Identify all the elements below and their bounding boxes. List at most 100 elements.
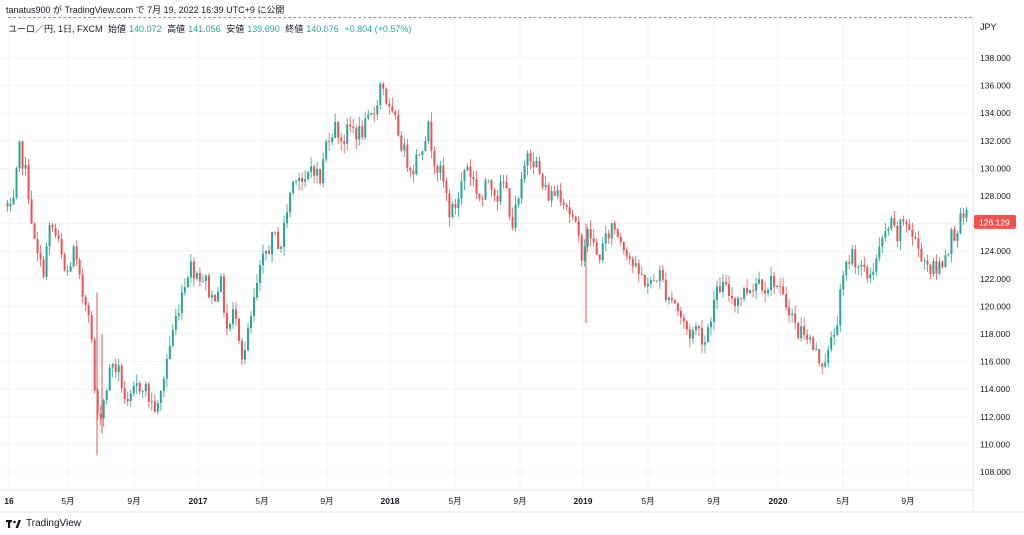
candle-body bbox=[887, 228, 890, 231]
y-tick-label: 116.000 bbox=[980, 357, 1010, 367]
candle-body bbox=[908, 224, 911, 231]
candle-body bbox=[343, 140, 346, 144]
candle-body bbox=[99, 414, 102, 419]
candle-body bbox=[183, 287, 186, 293]
candle-body bbox=[253, 297, 256, 317]
candle-body bbox=[616, 229, 619, 238]
candle-body bbox=[156, 403, 159, 412]
x-tick-label: 9月 bbox=[127, 496, 140, 506]
candle-body bbox=[481, 198, 484, 200]
candle-body bbox=[325, 141, 328, 160]
candle-body bbox=[764, 290, 767, 294]
candle-body bbox=[502, 181, 505, 183]
candle-body bbox=[301, 177, 304, 182]
candle-body bbox=[87, 305, 90, 316]
candle-body bbox=[824, 362, 827, 367]
candle-body bbox=[15, 168, 18, 198]
time-axis[interactable]: 16 5月 9月 2017 5月 9月 2018 5月 9月 2019 5月 9月 2020 5月 9月 bbox=[4, 496, 914, 506]
candle-body bbox=[427, 121, 430, 142]
candle-body bbox=[30, 199, 33, 224]
price-axis[interactable]: 108.000 110.000 112.000 114.000 116.000 118.0… bbox=[980, 53, 1011, 477]
candle-body bbox=[256, 282, 259, 298]
candle-body bbox=[577, 221, 580, 236]
candle-body bbox=[280, 246, 283, 249]
candle-body bbox=[538, 160, 541, 174]
candle-body bbox=[144, 383, 147, 392]
candle-body bbox=[604, 233, 607, 244]
candle-body bbox=[421, 151, 424, 155]
candle-body bbox=[905, 221, 908, 225]
x-tick-label: 5月 bbox=[61, 496, 74, 506]
candle-body bbox=[63, 254, 66, 271]
candle-body bbox=[938, 261, 941, 274]
candle-body bbox=[120, 365, 123, 389]
candle-body bbox=[845, 261, 848, 276]
candle-body bbox=[896, 225, 899, 242]
candle-body bbox=[457, 198, 460, 208]
candle-body bbox=[283, 222, 286, 247]
candle-body bbox=[331, 137, 334, 143]
candle-body bbox=[746, 288, 749, 294]
last-price-tag-bg bbox=[974, 214, 1016, 229]
candle-body bbox=[959, 213, 962, 234]
y-tick-label: 108.000 bbox=[980, 467, 1011, 477]
candle-body bbox=[90, 315, 93, 340]
candle-body bbox=[803, 326, 806, 335]
candle-body bbox=[658, 270, 661, 282]
y-tick-label: 130.000 bbox=[980, 163, 1011, 173]
tradingview-footer: TradingView bbox=[6, 518, 81, 529]
candle-body bbox=[703, 342, 706, 345]
candle-body bbox=[271, 231, 274, 255]
candle-body bbox=[941, 261, 944, 268]
candle-body bbox=[571, 214, 574, 217]
candle-body bbox=[773, 275, 776, 287]
candle-body bbox=[514, 204, 517, 228]
candle-body bbox=[619, 237, 622, 242]
symbol-label[interactable]: ユーロ／円, 1日, FXCM bbox=[8, 24, 103, 34]
candle-body bbox=[51, 224, 54, 228]
candle-body bbox=[818, 348, 821, 364]
candle-body bbox=[96, 390, 99, 415]
candle-body bbox=[469, 166, 472, 178]
x-tick-label: 5月 bbox=[255, 496, 268, 506]
candle-body bbox=[697, 326, 700, 329]
candle-body bbox=[141, 391, 144, 393]
candle-body bbox=[165, 358, 168, 379]
candle-body bbox=[126, 399, 129, 401]
y-tick-label: 134.000 bbox=[980, 108, 1011, 118]
candle-body bbox=[737, 298, 740, 306]
candle-body bbox=[346, 124, 349, 144]
candle-body bbox=[150, 401, 153, 403]
candle-body bbox=[358, 126, 361, 140]
candle-body bbox=[102, 400, 105, 419]
candle-body bbox=[93, 339, 96, 391]
candle-body bbox=[776, 286, 779, 287]
candle-body bbox=[391, 106, 394, 112]
y-tick-label: 122.000 bbox=[980, 274, 1011, 284]
candle-body bbox=[601, 243, 604, 260]
candle-body bbox=[108, 367, 111, 391]
candle-body bbox=[535, 160, 538, 168]
candle-body bbox=[721, 282, 724, 293]
x-tick-label: 16 bbox=[4, 496, 14, 506]
candle-body bbox=[322, 159, 325, 184]
candle-body bbox=[607, 233, 610, 239]
candle-body bbox=[114, 363, 117, 373]
candle-body bbox=[216, 291, 219, 302]
candle-body bbox=[180, 292, 183, 314]
candle-body bbox=[48, 224, 51, 247]
candle-body bbox=[676, 303, 679, 311]
candle-body bbox=[259, 265, 262, 283]
candle-body bbox=[869, 274, 872, 279]
tradingview-logo-icon bbox=[6, 519, 21, 528]
candle-body bbox=[902, 219, 905, 222]
y-tick-label: 136.000 bbox=[980, 81, 1011, 91]
candle-body bbox=[138, 383, 141, 392]
legend-bar: ユーロ／円, 1日, FXCM 始値 140.072 高値 141.056 安値 13… bbox=[8, 22, 414, 35]
candle-body bbox=[174, 315, 177, 330]
candle-body bbox=[718, 286, 721, 293]
candle-body bbox=[111, 363, 114, 368]
candle-body bbox=[430, 121, 433, 151]
candle-body bbox=[788, 307, 791, 316]
